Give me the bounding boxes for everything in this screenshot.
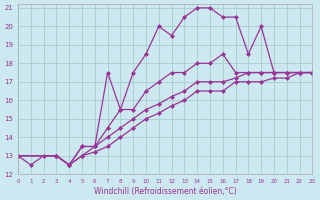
X-axis label: Windchill (Refroidissement éolien,°C): Windchill (Refroidissement éolien,°C) bbox=[94, 187, 236, 196]
